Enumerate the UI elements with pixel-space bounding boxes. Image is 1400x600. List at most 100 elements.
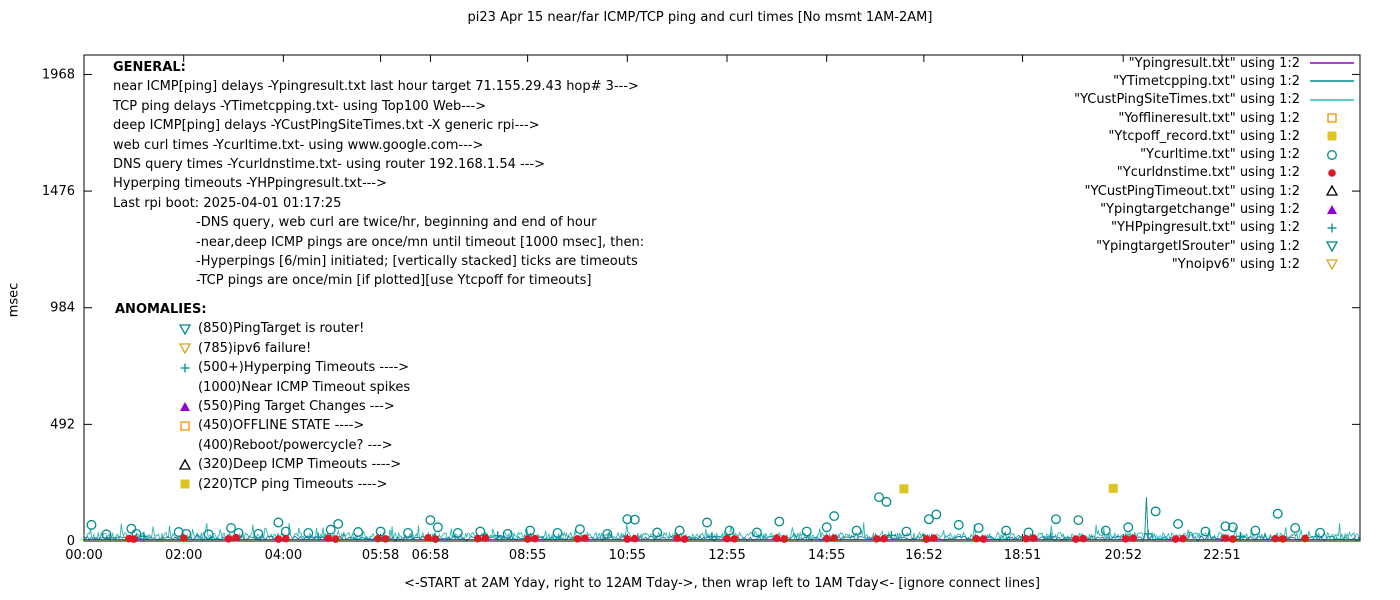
anomaly-label: (500+)Hyperping Timeouts ----> <box>198 360 410 376</box>
general-line: Hyperping timeouts -YHPpingresult.txt---… <box>113 176 387 192</box>
anomaly-label: (1000)Near ICMP Timeout spikes <box>198 379 411 395</box>
legend-entry: "Ycurltime.txt" using 1:2 <box>1074 145 1358 163</box>
legend-label: "YpingtargetISrouter" using 1:2 <box>1096 238 1300 254</box>
square-filled-legend-icon <box>1327 131 1337 141</box>
x-axis-label: <-START at 2AM Yday, right to 12AM Tday-… <box>404 576 1040 591</box>
square-open-icon <box>180 421 190 431</box>
line-legend-icon <box>1310 62 1354 64</box>
svg-text:0: 0 <box>67 534 75 549</box>
svg-text:1476: 1476 <box>42 184 75 199</box>
anomaly-label: (850)PingTarget is router! <box>198 321 365 337</box>
circle-filled-legend-icon <box>1328 169 1336 177</box>
anomaly-item: (220)TCP ping Timeouts ----> <box>115 475 410 494</box>
anomaly-item: (500+)Hyperping Timeouts ----> <box>115 358 410 377</box>
tri-down-open-legend-icon <box>1325 241 1339 253</box>
general-line: near ICMP[ping] delays -Ypingresult.txt … <box>113 79 639 95</box>
legend-entry: "Yofflineresult.txt" using 1:2 <box>1074 109 1358 127</box>
general-line: Last rpi boot: 2025-04-01 01:17:25 <box>113 195 342 211</box>
triangle-filled-legend-icon <box>1327 204 1337 214</box>
legend-label: "Ypingtargetchange" using 1:2 <box>1100 202 1300 218</box>
legend-label: "YTimetcpping.txt" using 1:2 <box>1113 73 1300 89</box>
anomalies-list: (850)PingTarget is router! (785)ipv6 fail… <box>115 319 410 494</box>
line-legend-icon <box>1310 80 1354 83</box>
svg-text:08:55: 08:55 <box>509 548 546 563</box>
triangle-open-icon <box>178 458 192 470</box>
legend-entry: "Ypingtargetchange" using 1:2 <box>1074 200 1358 218</box>
legend-label: "Ytcpoff_record.txt" using 1:2 <box>1108 128 1300 144</box>
general-note: -near,deep ICMP pings are once/mn until … <box>196 234 645 250</box>
svg-text:22:51: 22:51 <box>1203 548 1240 563</box>
legend-entry: "YCustPingSiteTimes.txt" using 1:2 <box>1074 91 1358 109</box>
plus-icon <box>180 363 190 373</box>
no-marker <box>177 437 194 453</box>
anomaly-item: (450)OFFLINE STATE ----> <box>115 416 410 435</box>
legend-label: "Ycurltime.txt" using 1:2 <box>1140 147 1300 163</box>
anomaly-item: (400)Reboot/powercycle? ---> <box>115 436 410 455</box>
legend-label: "Ycurldnstime.txt" using 1:2 <box>1116 165 1300 181</box>
legend-label: "YCustPingTimeout.txt" using 1:2 <box>1084 183 1300 199</box>
legend-label: "Ynoipv6" using 1:2 <box>1171 256 1300 272</box>
svg-text:10:55: 10:55 <box>609 548 646 563</box>
general-heading: GENERAL: <box>113 60 186 75</box>
legend-entry: "Ytcpoff_record.txt" using 1:2 <box>1074 127 1358 145</box>
legend-entry: "YTimetcpping.txt" using 1:2 <box>1074 72 1358 90</box>
legend-entry: "YCustPingTimeout.txt" using 1:2 <box>1074 182 1358 200</box>
anomaly-label: (320)Deep ICMP Timeouts ----> <box>198 457 402 473</box>
svg-text:1968: 1968 <box>42 67 75 82</box>
anomaly-item: (1000)Near ICMP Timeout spikes <box>115 378 410 397</box>
general-note: -TCP pings are once/min [if plotted][use… <box>196 273 592 289</box>
triangle-filled-icon <box>180 401 190 411</box>
anomaly-label: (450)OFFLINE STATE ----> <box>198 418 365 434</box>
legend-entry: "YHPpingresult.txt" using 1:2 <box>1074 219 1358 237</box>
tri-down-open-icon <box>178 324 192 336</box>
legend-entry: "YpingtargetISrouter" using 1:2 <box>1074 237 1358 255</box>
legend-entry: "Ycurldnstime.txt" using 1:2 <box>1074 164 1358 182</box>
general-line: DNS query times -Ycurldnstime.txt- using… <box>113 157 545 173</box>
line-legend-icon <box>1310 98 1354 101</box>
anomaly-label: (400)Reboot/powercycle? ---> <box>198 437 393 453</box>
square-filled-icon <box>180 479 190 489</box>
tri-down-open-icon <box>178 343 192 355</box>
anomalies-block: ANOMALIES: (850)PingTarget is router! (78… <box>115 300 410 494</box>
legend: "Ypingresult.txt" using 1:2 "YTimetcpping… <box>1074 54 1358 274</box>
svg-text:16:52: 16:52 <box>905 548 942 563</box>
legend-label: "Ypingresult.txt" using 1:2 <box>1128 55 1300 71</box>
y-axis-label: msec <box>6 282 22 318</box>
legend-entry: "Ynoipv6" using 1:2 <box>1074 255 1358 273</box>
legend-entry: "Ypingresult.txt" using 1:2 <box>1074 54 1358 72</box>
anomaly-item: (550)Ping Target Changes ---> <box>115 397 410 416</box>
plus-legend-icon <box>1327 223 1337 233</box>
svg-text:20:52: 20:52 <box>1105 548 1142 563</box>
tri-down-open-legend-icon <box>1325 259 1339 271</box>
svg-text:14:55: 14:55 <box>808 548 845 563</box>
anomaly-item: (850)PingTarget is router! <box>115 319 410 338</box>
legend-label: "YHPpingresult.txt" using 1:2 <box>1111 220 1300 236</box>
general-note: -Hyperpings [6/min] initiated; [vertical… <box>196 254 638 270</box>
svg-text:00:00: 00:00 <box>65 548 102 563</box>
legend-label: "Yofflineresult.txt" using 1:2 <box>1118 110 1300 126</box>
anomaly-item: (785)ipv6 failure! <box>115 339 410 358</box>
svg-text:06:58: 06:58 <box>412 548 449 563</box>
anomaly-label: (550)Ping Target Changes ---> <box>198 398 395 414</box>
svg-text:04:00: 04:00 <box>265 548 302 563</box>
svg-text:12:55: 12:55 <box>708 548 745 563</box>
general-note: -DNS query, web curl are twice/hr, begin… <box>196 215 597 231</box>
general-line: TCP ping delays -YTimetcpping.txt- using… <box>113 98 487 114</box>
anomaly-label: (785)ipv6 failure! <box>198 340 312 356</box>
svg-text:18:51: 18:51 <box>1004 548 1041 563</box>
anomalies-heading: ANOMALIES: <box>115 302 207 317</box>
no-marker <box>177 379 194 395</box>
general-block: GENERAL: near ICMP[ping] delays -Ypingre… <box>113 58 644 291</box>
triangle-open-legend-icon <box>1325 184 1339 196</box>
svg-text:984: 984 <box>50 301 75 316</box>
general-line: web curl times -Ycurltime.txt- using www… <box>113 137 484 153</box>
svg-text:492: 492 <box>50 417 75 432</box>
chart-title: pi23 Apr 15 near/far ICMP/TCP ping and c… <box>467 10 933 25</box>
anomaly-item: (320)Deep ICMP Timeouts ----> <box>115 455 410 474</box>
legend-label: "YCustPingSiteTimes.txt" using 1:2 <box>1074 92 1300 108</box>
svg-text:05:58: 05:58 <box>362 548 399 563</box>
circle-open-legend-icon <box>1327 149 1337 160</box>
anomaly-label: (220)TCP ping Timeouts ----> <box>198 476 388 492</box>
